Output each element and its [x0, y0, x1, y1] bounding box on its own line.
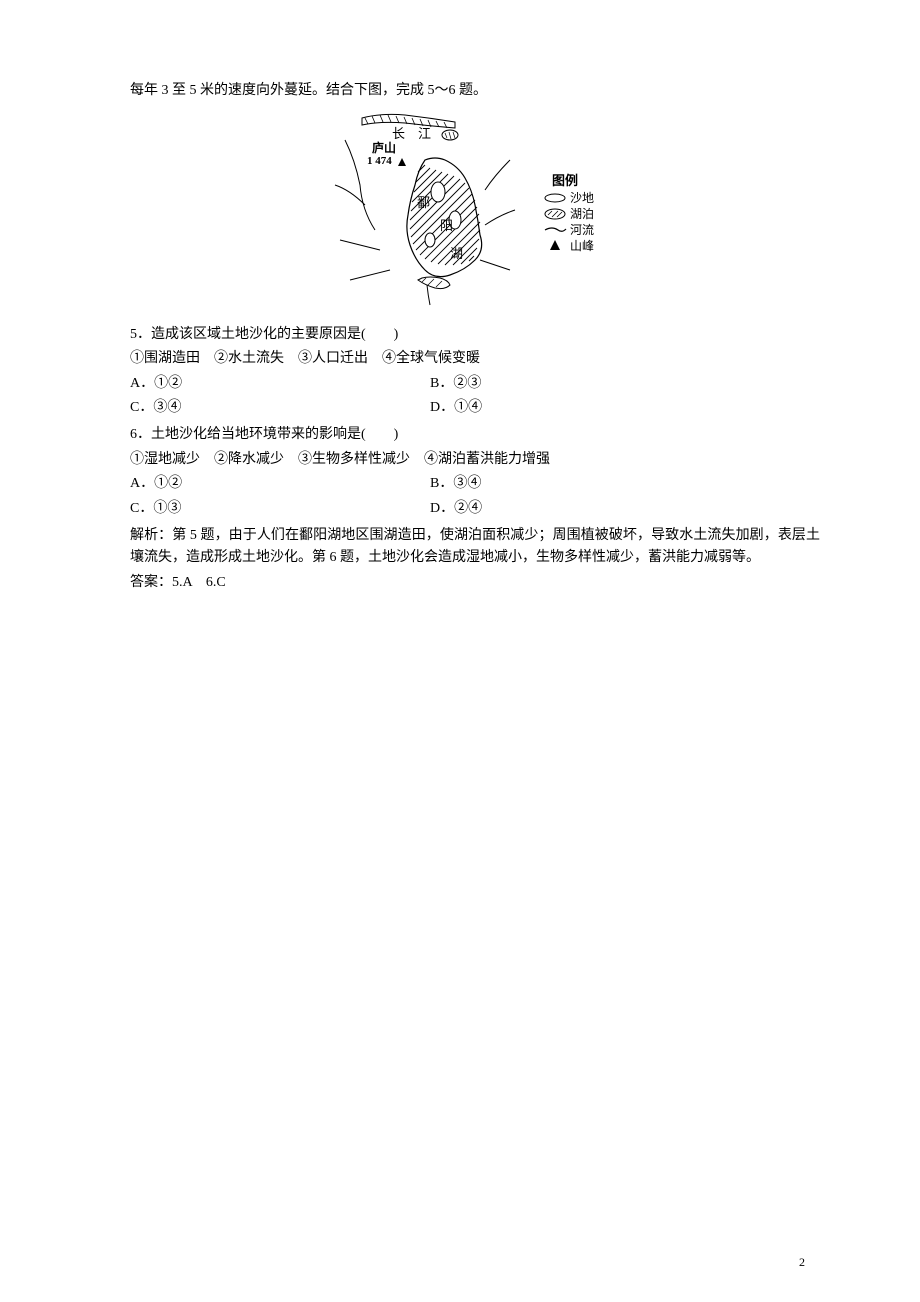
q6-option-b: B．③④ [430, 473, 820, 495]
label-yang: 阳 [440, 218, 453, 233]
poyang-lake-map: 长 江 庐山 1 474 [330, 110, 620, 310]
legend-peak: 山峰 [570, 239, 594, 253]
q5-option-d: D．①④ [430, 397, 820, 419]
map-figure: 长 江 庐山 1 474 [130, 110, 820, 318]
page-number: 2 [799, 1253, 805, 1272]
q6-option-c: C．①③ [130, 498, 430, 520]
label-changjiang: 长 江 [392, 126, 431, 141]
q5-option-c: C．③④ [130, 397, 430, 419]
legend-sand: 沙地 [570, 191, 594, 205]
label-elevation: 1 474 [367, 155, 392, 167]
label-po: 鄱 [417, 195, 430, 210]
label-hu: 湖 [450, 246, 463, 261]
legend-river: 河流 [570, 223, 594, 237]
q5-option-a: A．①② [130, 373, 430, 395]
q6-option-d: D．②④ [430, 498, 820, 520]
intro-text: 每年 3 至 5 米的速度向外蔓延。结合下图，完成 5～6 题。 [130, 80, 820, 102]
legend-title: 图例 [552, 173, 578, 188]
q5-statements: ①围湖造田 ②水土流失 ③人口迁出 ④全球气候变暖 [130, 348, 820, 370]
explanation-text: 解析：第 5 题，由于人们在鄱阳湖地区围湖造田，使湖泊面积减少；周围植被破坏，导… [130, 525, 820, 570]
question-5: 5．造成该区域土地沙化的主要原因是( ) ①围湖造田 ②水土流失 ③人口迁出 ④… [130, 324, 820, 420]
q6-stem: 6．土地沙化给当地环境带来的影响是( ) [130, 424, 820, 446]
answer-text: 答案：5.A 6.C [130, 572, 820, 594]
legend-lake: 湖泊 [570, 206, 594, 221]
q5-option-b: B．②③ [430, 373, 820, 395]
label-lushan: 庐山 [372, 140, 396, 155]
q5-stem: 5．造成该区域土地沙化的主要原因是( ) [130, 324, 820, 346]
q6-statements: ①湿地减少 ②降水减少 ③生物多样性减少 ④湖泊蓄洪能力增强 [130, 449, 820, 471]
peak-marker [398, 158, 406, 166]
q6-option-a: A．①② [130, 473, 430, 495]
question-6: 6．土地沙化给当地环境带来的影响是( ) ①湿地减少 ②降水减少 ③生物多样性减… [130, 424, 820, 520]
